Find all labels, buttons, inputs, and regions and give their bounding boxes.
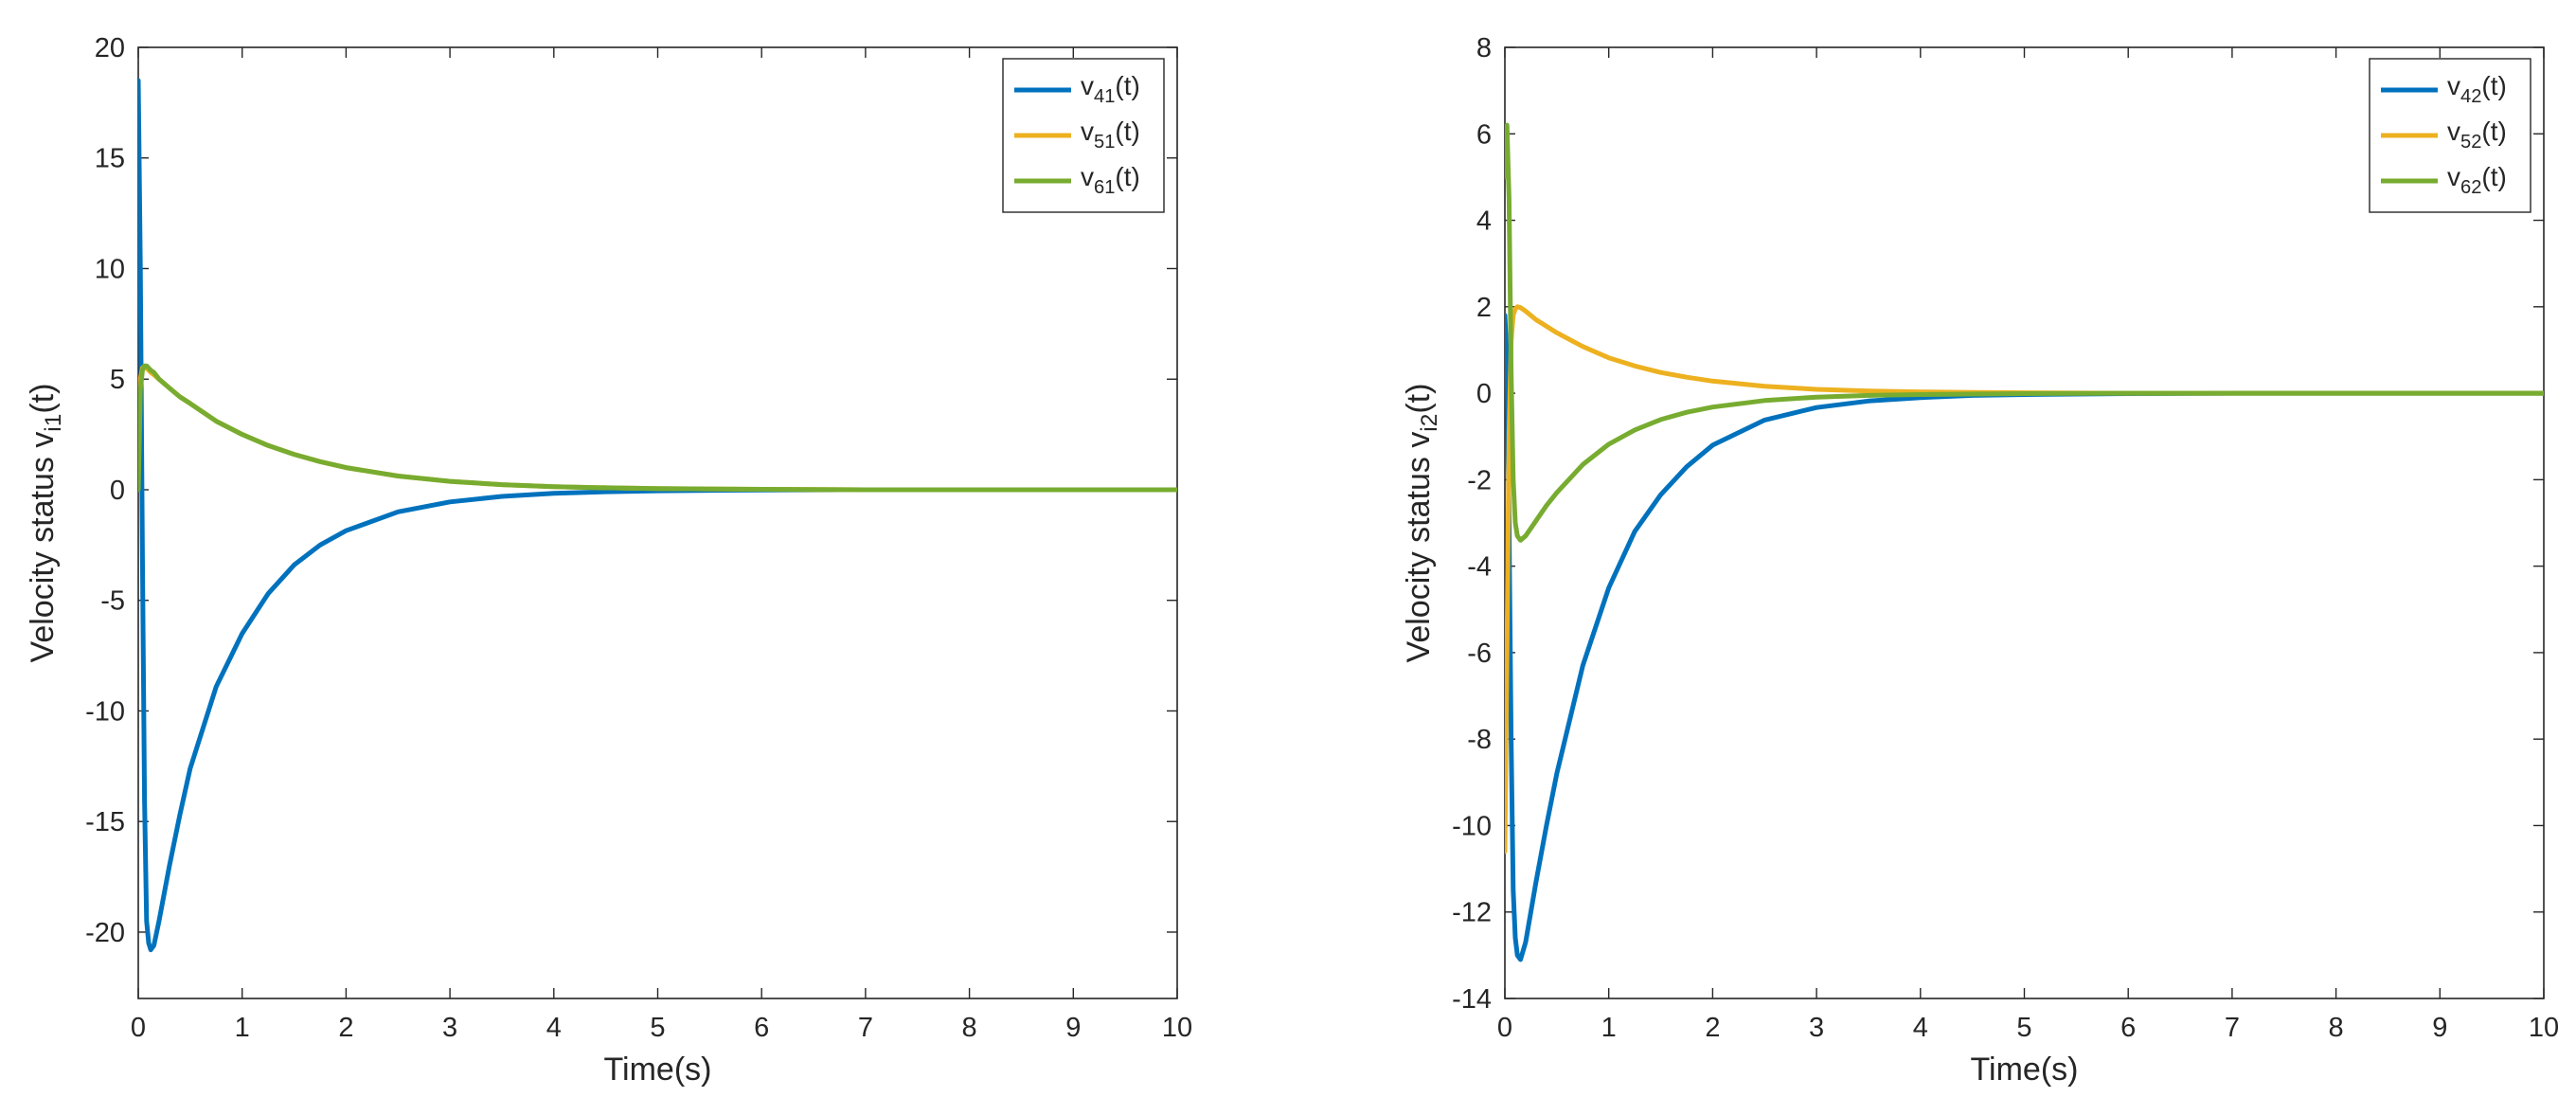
legend: v41(t)v51(t)v61(t) bbox=[1002, 58, 1165, 213]
x-tick-label: 1 bbox=[1601, 1013, 1617, 1043]
legend-entry-v62: v62(t) bbox=[2447, 162, 2507, 198]
y-axis-label-suffix: (t) bbox=[1401, 384, 1437, 414]
legend-entry-v62-subscript: 62 bbox=[2460, 177, 2481, 198]
x-tick-label: 3 bbox=[442, 1013, 457, 1043]
x-axis-label: Time(s) bbox=[604, 1052, 712, 1088]
y-axis-label-suffix: (t) bbox=[25, 384, 61, 414]
left-velocity-plot: 0 1 2 3 4 5 6 7 8 9 10 -20 -15 -10 -5 0 5 10 15 20 Time(s) Ve… bbox=[25, 33, 1192, 1088]
y-tick-label: -20 bbox=[85, 918, 125, 948]
x-tick-label: 2 bbox=[1705, 1013, 1720, 1043]
legend: v42(t)v52(t)v62(t) bbox=[2369, 58, 2531, 213]
x-tick-label: 10 bbox=[2529, 1013, 2559, 1043]
x-tick-label: 8 bbox=[2329, 1013, 2344, 1043]
legend-entry-v62-suffix: (t) bbox=[2481, 162, 2506, 191]
y-axis-label-subscript: i1 bbox=[41, 414, 66, 432]
y-tick-label: -4 bbox=[1467, 552, 1492, 583]
x-tick-label: 5 bbox=[2016, 1013, 2031, 1043]
legend-entry-v61: v61(t) bbox=[1081, 162, 1140, 198]
x-tick-label: 3 bbox=[1809, 1013, 1824, 1043]
legend-entry-v61-subscript: 61 bbox=[1094, 177, 1115, 198]
y-tick-label: 2 bbox=[1476, 293, 1492, 323]
y-tick-label: -8 bbox=[1467, 725, 1492, 755]
legend-entry-v51: v51(t) bbox=[1081, 117, 1140, 153]
y-tick-label: -5 bbox=[100, 586, 125, 617]
legend-entry-v61-main: v bbox=[1081, 162, 1094, 191]
series-lines bbox=[138, 78, 1177, 953]
x-tick-label: 7 bbox=[858, 1013, 873, 1043]
x-tick-label: 2 bbox=[338, 1013, 353, 1043]
y-tick-label: 5 bbox=[110, 365, 125, 395]
legend-entry-v62-main: v bbox=[2447, 162, 2460, 191]
y-tick-label: 8 bbox=[1476, 33, 1492, 63]
legend-entry-v52-subscript: 52 bbox=[2460, 132, 2481, 153]
legend-entry-v41: v41(t) bbox=[1081, 71, 1140, 107]
x-tick-label: 6 bbox=[2120, 1013, 2136, 1043]
y-tick-label: 20 bbox=[95, 33, 125, 63]
y-tick-label: 4 bbox=[1476, 207, 1492, 237]
legend-entry-v42-subscript: 42 bbox=[2460, 86, 2481, 107]
x-tick-label: 4 bbox=[546, 1013, 562, 1043]
legend-entry-v52-main: v bbox=[2447, 117, 2460, 146]
legend-entry-v52: v52(t) bbox=[2447, 117, 2507, 153]
x-tick-label: 9 bbox=[2432, 1013, 2447, 1043]
x-tick-label: 6 bbox=[754, 1013, 769, 1043]
y-tick-label: 0 bbox=[110, 476, 125, 506]
legend-entry-v61-suffix: (t) bbox=[1115, 162, 1139, 191]
y-tick-label: 10 bbox=[95, 254, 125, 284]
legend-entry-v41-main: v bbox=[1081, 71, 1094, 100]
y-tick-label: 0 bbox=[1476, 379, 1492, 409]
series-line-v62 bbox=[1505, 122, 2544, 543]
x-tick-label: 10 bbox=[1162, 1013, 1192, 1043]
y-tick-label: 15 bbox=[95, 144, 125, 174]
y-tick-label: -10 bbox=[1452, 811, 1492, 841]
y-axis-label: Velocity status vi2(t) bbox=[1401, 384, 1442, 663]
y-tick-label: -14 bbox=[1452, 984, 1492, 1015]
legend-entry-v41-suffix: (t) bbox=[1115, 71, 1139, 100]
legend-entry-v42-main: v bbox=[2447, 71, 2460, 100]
legend-entry-v42-suffix: (t) bbox=[2481, 71, 2506, 100]
x-axis-label: Time(s) bbox=[1971, 1052, 2079, 1088]
y-tick-label: 6 bbox=[1476, 119, 1492, 150]
x-tick-label: 4 bbox=[1913, 1013, 1928, 1043]
legend-entry-v52-suffix: (t) bbox=[2481, 117, 2506, 146]
x-tick-label: 0 bbox=[1497, 1013, 1512, 1043]
x-tick-label: 0 bbox=[131, 1013, 146, 1043]
legend-entry-v51-subscript: 51 bbox=[1094, 132, 1115, 153]
legend-entry-v51-main: v bbox=[1081, 117, 1094, 146]
x-tick-label: 7 bbox=[2225, 1013, 2240, 1043]
y-axis-label: Velocity status vi1(t) bbox=[25, 384, 66, 663]
x-tick-label: 1 bbox=[235, 1013, 250, 1043]
legend-entry-v42: v42(t) bbox=[2447, 71, 2507, 107]
series-lines bbox=[1505, 122, 2544, 962]
y-tick-label: -10 bbox=[85, 696, 125, 727]
legend-entry-v41-subscript: 41 bbox=[1094, 86, 1115, 107]
y-tick-label: -12 bbox=[1452, 898, 1492, 928]
x-tick-label: 5 bbox=[650, 1013, 665, 1043]
legend-entry-v51-suffix: (t) bbox=[1115, 117, 1139, 146]
x-tick-label: 8 bbox=[962, 1013, 977, 1043]
y-axis-label-main: Velocity status v bbox=[25, 432, 61, 663]
right-velocity-plot: 0 1 2 3 4 5 6 7 8 9 10 -14 -12 -10 -8 -6 -4 -2 0 2 4 6 8 Time(s… bbox=[1401, 33, 2559, 1088]
y-axis-label-subscript: i2 bbox=[1417, 414, 1442, 432]
x-tick-label: 9 bbox=[1065, 1013, 1081, 1043]
y-tick-label: -15 bbox=[85, 807, 125, 837]
y-axis-label-main: Velocity status v bbox=[1401, 432, 1437, 663]
y-tick-label: -6 bbox=[1467, 638, 1492, 669]
y-tick-label: -2 bbox=[1467, 465, 1492, 495]
series-line-v61 bbox=[138, 363, 1177, 493]
